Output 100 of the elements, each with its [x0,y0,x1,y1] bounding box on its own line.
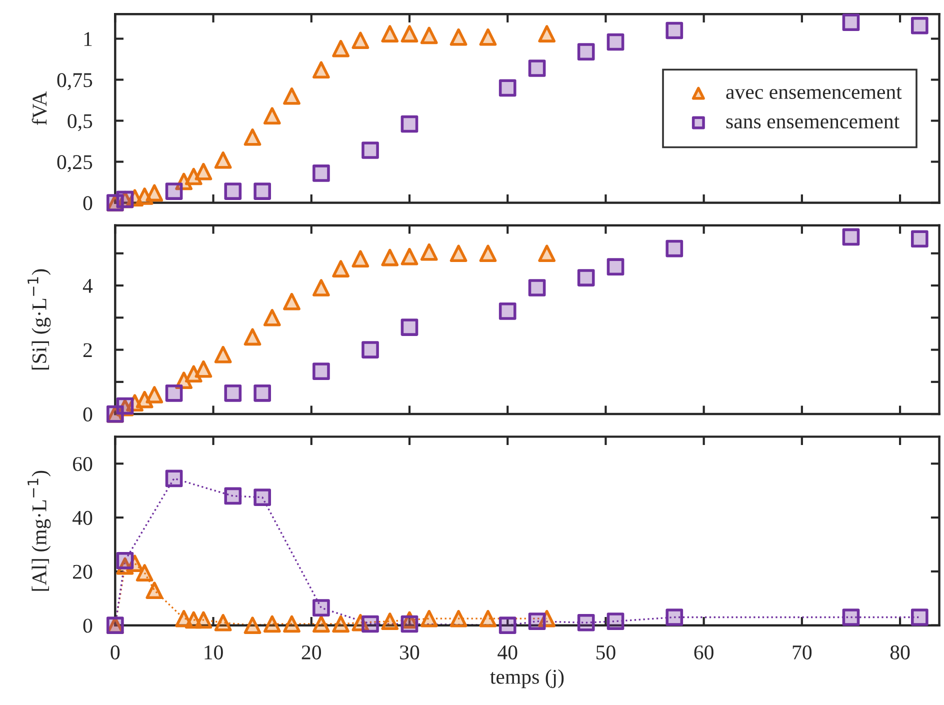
point [244,616,262,634]
x-tick-label: 60 [694,645,714,660]
point [528,612,546,630]
point [312,362,330,380]
y-tick-label: 20 [73,564,92,579]
point [450,244,468,262]
point [214,151,232,169]
point [479,244,497,262]
legend-label: sans ensemencement [726,116,900,128]
point [194,360,212,378]
point [842,228,860,246]
x-tick-label: 80 [890,645,910,660]
point [254,182,272,200]
point [146,386,164,404]
point [263,308,281,326]
point [538,25,556,42]
point [194,162,212,180]
x-tick-label: 10 [204,645,223,660]
point [910,608,928,626]
point [420,26,438,44]
point [450,28,468,46]
point [420,243,438,261]
point [165,384,183,402]
point [224,182,242,200]
point [450,610,468,628]
point [116,552,134,570]
point [332,260,350,278]
y-tick-label: 1 [84,32,92,46]
point [400,115,418,133]
point [362,615,379,633]
point [528,279,546,296]
point [381,25,399,42]
point [184,365,202,383]
point [352,250,370,268]
point [577,269,595,286]
point [254,488,272,506]
point [224,487,242,505]
point [283,292,300,310]
point [194,611,212,629]
y-tick-label: 0,25 [57,155,92,172]
point [420,610,438,628]
point [224,384,242,402]
point [136,390,154,408]
y-tick-label: 0 [83,618,92,633]
point [498,302,516,320]
point [244,328,262,346]
point [254,384,272,402]
point [479,610,497,628]
point [479,28,497,46]
point [312,279,330,296]
y-axis-title: fVA [32,91,47,125]
point [606,258,624,276]
point [244,128,262,146]
point [165,182,183,200]
y-tick-label: 0,75 [57,73,92,90]
point [577,43,595,61]
point [263,107,281,124]
point [312,615,330,633]
point [312,599,330,616]
point [146,184,164,202]
point [381,612,399,630]
point [362,142,379,159]
point [146,582,164,599]
y-tick-label: 2 [83,343,92,357]
y-tick-label: 0,5 [68,114,92,132]
point [263,615,281,633]
point [214,346,232,364]
point [528,60,546,77]
x-tick-label: 30 [400,645,420,660]
y-tick-label: 4 [82,279,93,293]
x-tick-label: 50 [596,645,616,660]
point [498,79,516,97]
point [400,248,418,266]
point [283,87,300,105]
point [362,341,379,358]
point [136,564,154,582]
point [498,616,516,634]
point [842,608,860,626]
point [577,614,595,632]
point [400,615,418,633]
point [400,25,418,42]
y-axis-title: [Al] (mg·L$^{−1}$) [28,470,51,591]
point [214,614,232,632]
point [606,612,624,630]
point [910,16,928,34]
point [381,248,399,266]
point [666,240,684,258]
y-tick-label: 60 [73,457,92,472]
x-tick-label: 20 [302,645,322,660]
x-tick-label: 40 [498,645,518,660]
y-tick-label: 0 [83,196,92,210]
point [283,615,300,633]
x-axis-title: temps (j) [490,669,564,688]
point [312,164,330,182]
point [400,318,418,336]
y-axis-title: [Si] (g·L$^{−1}$) [28,269,51,370]
point [666,22,684,40]
y-tick-label: 0 [83,407,92,422]
x-tick-label: 70 [792,645,812,660]
x-tick-label: 0 [110,645,120,660]
